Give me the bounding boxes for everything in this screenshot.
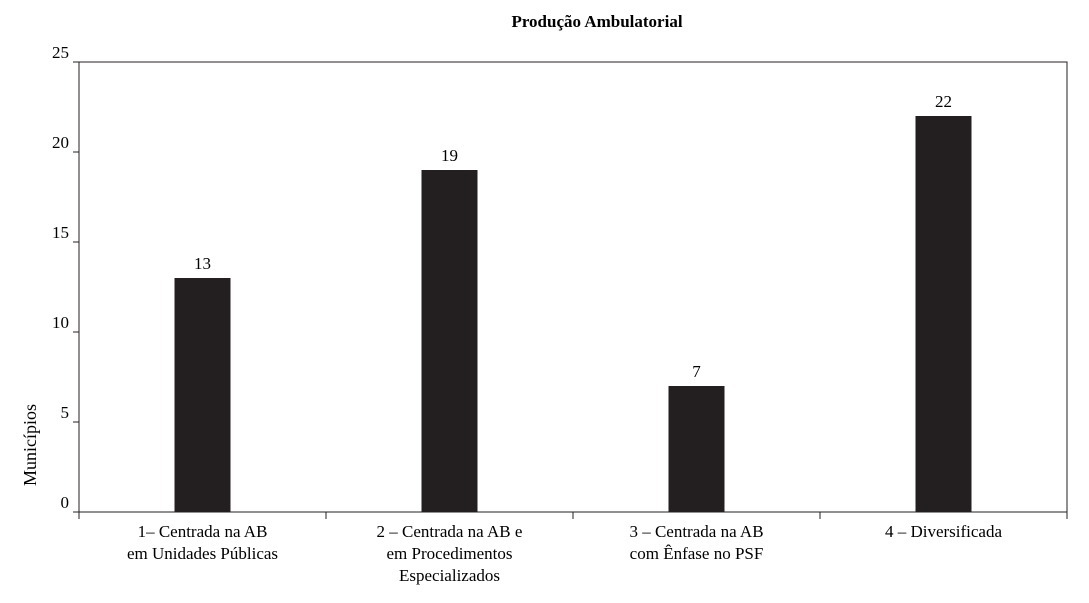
x-tick-label: 2 – Centrada na AB e em Procedimentos Espe… [377, 522, 523, 585]
data-label: 22 [935, 92, 952, 111]
data-label: 7 [692, 362, 701, 381]
plot-area: 0 5 10 15 20 25 13 1– Centrada na AB em Unidades… [52, 43, 1068, 585]
y-tick-label: 5 [61, 403, 70, 422]
bar [174, 278, 231, 512]
x-tick-label: 4 – Diversificada [885, 522, 1003, 541]
y-tick-label: 0 [61, 493, 70, 512]
bar [668, 386, 725, 512]
x-tick-label: 1– Centrada na AB em Unidades Públicas [127, 522, 278, 563]
x-tick-label: 3 – Centrada na AB com Ênfase no PSF [629, 522, 763, 563]
y-tick-label: 15 [52, 223, 69, 242]
y-axis-label: Municípios [20, 404, 40, 486]
bar [915, 116, 972, 512]
data-label: 13 [194, 254, 211, 273]
y-tick-label: 20 [52, 133, 69, 152]
bar [421, 170, 478, 512]
chart-title: Produção Ambulatorial [511, 12, 682, 31]
y-tick-label: 10 [52, 313, 69, 332]
y-tick-label: 25 [52, 43, 69, 62]
data-label: 19 [441, 146, 458, 165]
